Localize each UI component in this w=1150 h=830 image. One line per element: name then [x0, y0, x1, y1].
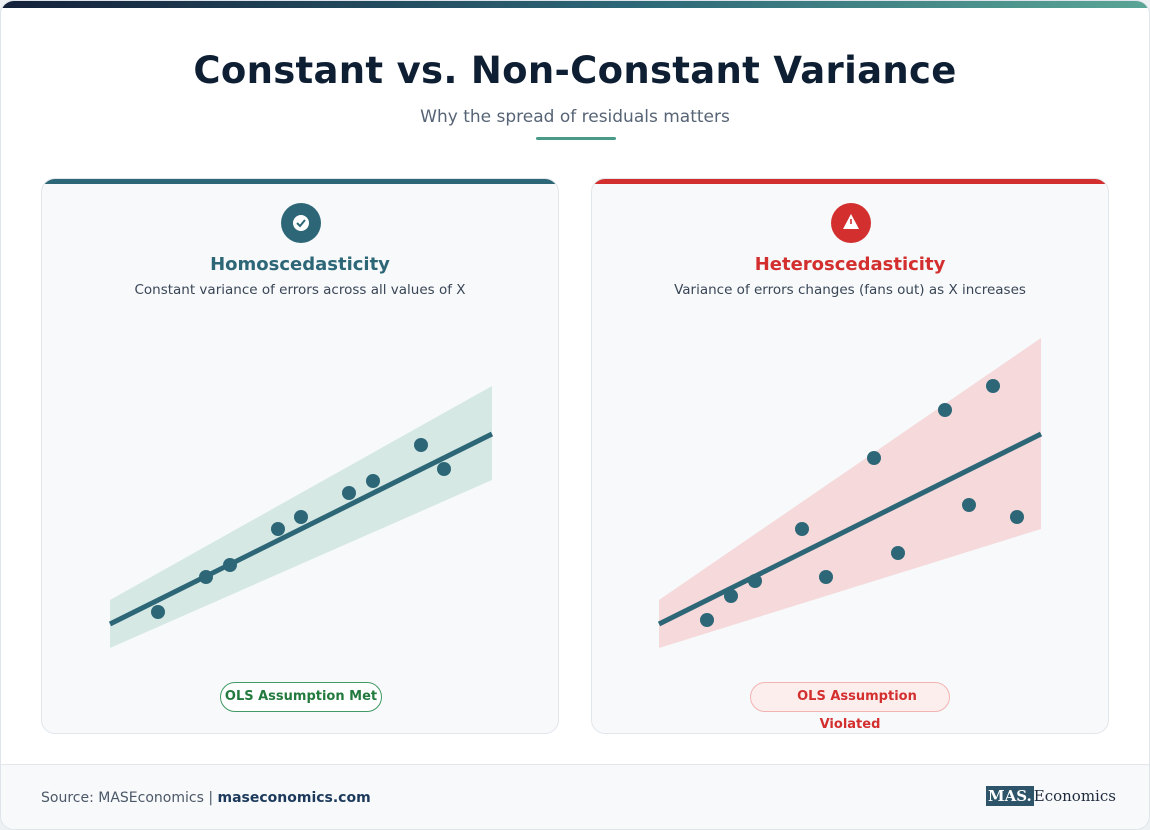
- source: Source: MASEconomics | maseconomics.com: [41, 790, 371, 806]
- logo-name: Economics: [1033, 787, 1116, 805]
- panel-description: Variance of errors changes (fans out) as…: [674, 282, 1026, 298]
- logo: MAS. Economics: [986, 786, 1116, 806]
- panel-title: Heteroscedasticity: [754, 254, 946, 275]
- panel-accent: [592, 179, 1108, 184]
- separator: |: [208, 790, 214, 806]
- footer: Source: MASEconomics | maseconomics.com …: [1, 764, 1149, 829]
- panel-homoscedasticity: Homoscedasticity Constant variance of er…: [41, 178, 559, 734]
- logo-mark: MAS.: [986, 786, 1034, 806]
- panel-heteroscedasticity: Heteroscedasticity Variance of errors ch…: [591, 178, 1109, 734]
- page-title: Constant vs. Non-Constant Variance: [193, 49, 957, 92]
- page-subtitle: Why the spread of residuals matters: [420, 107, 730, 127]
- badge: OLS Assumption Met: [220, 682, 382, 712]
- regression-line: [657, 431, 1043, 627]
- source-text: Source: MASEconomics: [41, 790, 204, 806]
- check-icon-inner: [293, 215, 309, 231]
- panel-description: Constant variance of errors across all v…: [134, 282, 466, 298]
- badge: OLS Assumption Violated: [750, 682, 950, 732]
- check-mark: [296, 219, 306, 228]
- top-bar: [1, 1, 1149, 8]
- panel-title: Homoscedasticity: [210, 254, 390, 275]
- regression-line: [108, 431, 494, 627]
- illustration: [108, 203, 494, 648]
- points: [700, 379, 1024, 627]
- points: [151, 438, 451, 619]
- variance-band: [659, 338, 1041, 648]
- illustration: [657, 203, 1043, 703]
- title-underline: [536, 137, 616, 140]
- panel-accent: [42, 179, 558, 184]
- source-link[interactable]: maseconomics.com: [217, 790, 371, 806]
